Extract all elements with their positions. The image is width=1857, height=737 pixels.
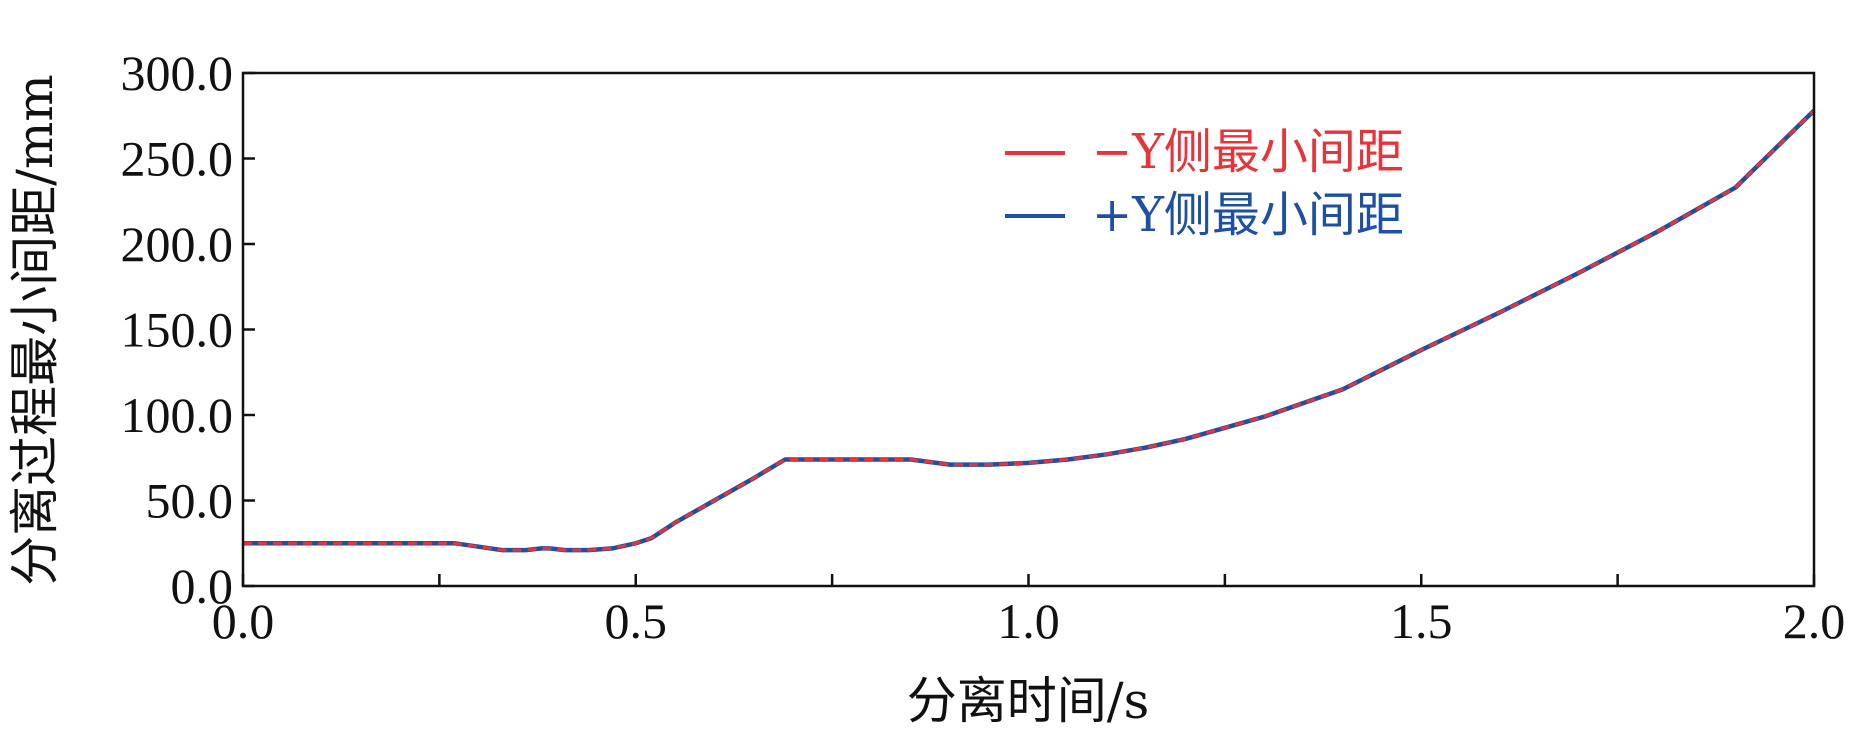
legend-label-minus-y: −Y侧最小间距	[1092, 124, 1404, 180]
series-line-minus-y	[243, 109, 1816, 552]
series-line-plus-y	[243, 108, 1816, 553]
y-tick-label: 50.0	[146, 473, 234, 529]
ticks-layer	[241, 71, 1816, 588]
x-tick-label: 1.5	[1390, 593, 1453, 649]
x-tick-label: 0.0	[212, 593, 275, 649]
y-tick-label: 0.0	[171, 558, 234, 614]
y-axis-title: 分离过程最小间距/mm	[6, 74, 64, 586]
x-tick-label: 0.5	[605, 593, 668, 649]
y-tick-label: 200.0	[121, 216, 234, 272]
y-tick-label: 100.0	[121, 387, 234, 443]
legend-label-plus-y: +Y侧最小间距	[1092, 187, 1404, 243]
x-tick-label: 2.0	[1783, 593, 1846, 649]
y-tick-label: 150.0	[121, 302, 234, 358]
x-tick-labels: 0.0 0.5 1.0 1.5 2.0	[212, 593, 1846, 649]
y-tick-labels: 0.0 50.0 100.0 150.0 200.0 250.0 300.0	[121, 45, 234, 614]
series-layer	[243, 108, 1816, 553]
y-tick-label: 300.0	[121, 45, 234, 101]
plot-area-frame	[241, 71, 1816, 588]
y-tick-label: 250.0	[121, 131, 234, 187]
legend: −Y侧最小间距 +Y侧最小间距	[1005, 124, 1404, 243]
x-axis-title: 分离时间/s	[907, 672, 1150, 730]
x-tick-label: 1.0	[997, 593, 1060, 649]
